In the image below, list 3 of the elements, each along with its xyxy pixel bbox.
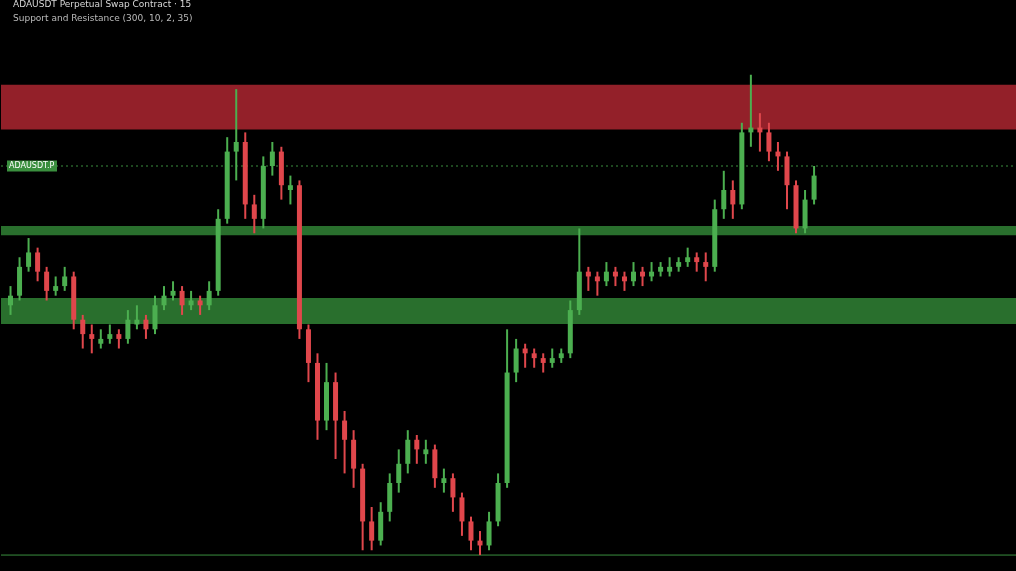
ref-line-label: ADAUSDT.P: [9, 161, 55, 170]
chart-title: ADAUSDT Perpetual Swap Contract · 15: [13, 0, 192, 9]
chart-subtitle: Support and Resistance (300, 10, 2, 35): [13, 13, 193, 23]
